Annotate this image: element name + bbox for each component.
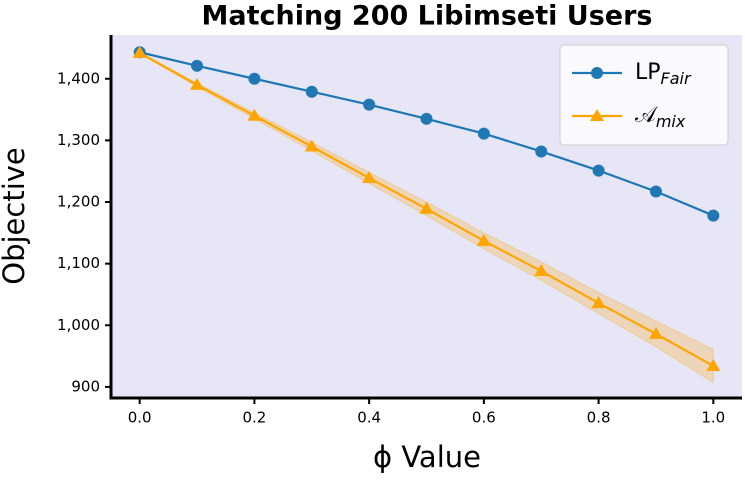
legend-name: LP: [635, 60, 661, 85]
marker: [706, 358, 721, 371]
marker: [534, 264, 549, 277]
y-tick-label: 1,200: [57, 193, 100, 211]
marker: [304, 139, 319, 152]
x-axis-label: ϕ Value: [373, 440, 481, 474]
legend-name: 𝒜: [635, 103, 658, 128]
y-tick-label: 1,100: [57, 254, 100, 272]
legend-label: LPFair: [635, 60, 692, 88]
chart-title: Matching 200 Libimseti Users: [202, 1, 653, 32]
marker: [707, 209, 720, 222]
x-tick-label: 0.8: [587, 409, 611, 427]
y-tick-label: 900: [71, 377, 100, 395]
legend-marker: [590, 109, 604, 121]
marker: [132, 45, 147, 58]
marker: [592, 164, 605, 177]
legend-subscript: Fair: [661, 69, 692, 88]
marker: [191, 59, 204, 72]
marker: [649, 185, 662, 198]
marker: [477, 127, 490, 140]
y-tick-label: 1,400: [57, 69, 100, 87]
y-tick-label: 1,300: [57, 131, 100, 149]
y-axis-label: Objective: [0, 147, 31, 285]
x-tick-label: 0.6: [472, 409, 496, 427]
y-tick-label: 1,000: [57, 316, 100, 334]
marker: [190, 77, 205, 90]
legend-subscript: mix: [656, 112, 686, 131]
marker: [305, 85, 318, 98]
marker: [420, 112, 433, 125]
x-tick-label: 1.0: [701, 409, 725, 427]
marker: [247, 108, 262, 121]
x-tick-label: 0.4: [357, 409, 381, 427]
legend-marker: [591, 67, 603, 79]
marker: [419, 201, 434, 214]
marker: [648, 326, 663, 339]
marker: [591, 296, 606, 309]
marker: [535, 145, 548, 158]
legend-label: 𝒜mix: [635, 103, 686, 131]
x-tick-label: 0.0: [128, 409, 152, 427]
marker: [248, 72, 261, 85]
x-tick-label: 0.2: [242, 409, 266, 427]
marker: [363, 98, 376, 111]
marker: [362, 170, 377, 183]
marker: [476, 233, 491, 246]
